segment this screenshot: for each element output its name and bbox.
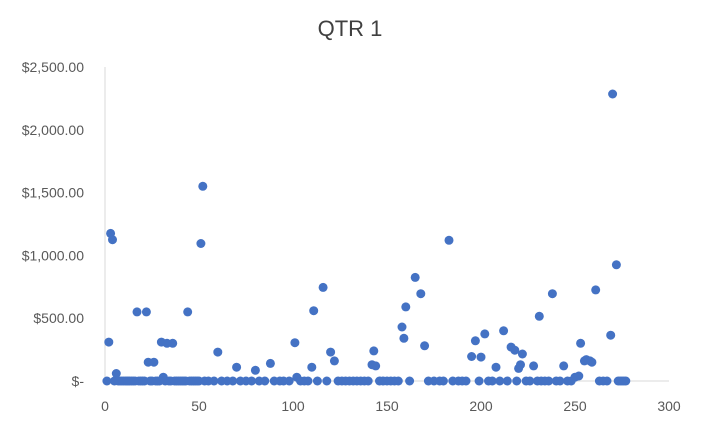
data-point xyxy=(502,376,512,386)
data-point xyxy=(213,347,223,357)
data-point xyxy=(547,289,557,299)
x-tick-label: 0 xyxy=(101,398,109,414)
data-point xyxy=(591,285,601,295)
data-point xyxy=(602,376,612,386)
data-point xyxy=(499,326,509,336)
data-point xyxy=(470,336,480,346)
x-axis-tick-labels: 0 50 100 150 200 250 300 xyxy=(101,398,681,414)
data-point xyxy=(587,357,597,367)
data-point xyxy=(329,356,339,366)
data-point xyxy=(555,376,565,386)
data-point xyxy=(517,349,527,359)
x-tick-label: 150 xyxy=(375,398,399,414)
data-point xyxy=(574,371,584,381)
data-point xyxy=(250,365,260,375)
y-axis-tick-labels: $- $500.00 $1,000.00 $1,500.00 $2,000.00 $2,5… xyxy=(22,59,85,389)
data-point xyxy=(132,307,142,317)
data-point xyxy=(312,376,322,386)
data-point xyxy=(371,361,381,371)
data-point xyxy=(534,311,544,321)
data-point xyxy=(183,307,193,317)
data-point xyxy=(559,361,569,371)
data-point xyxy=(363,376,373,386)
data-point xyxy=(544,376,554,386)
data-point xyxy=(399,333,409,343)
data-point xyxy=(318,282,328,292)
data-point xyxy=(608,89,618,99)
y-tick-label: $500.00 xyxy=(33,310,84,326)
y-tick-label: $1,000.00 xyxy=(22,247,84,263)
data-point xyxy=(576,338,586,348)
data-point xyxy=(326,347,336,357)
data-point xyxy=(416,289,426,299)
data-point xyxy=(516,360,525,370)
data-point xyxy=(397,322,407,332)
data-point xyxy=(303,376,313,386)
data-point xyxy=(111,369,121,378)
y-tick-label: $- xyxy=(72,373,85,389)
data-point xyxy=(606,330,616,340)
chart-title: QTR 1 xyxy=(318,16,383,41)
data-point xyxy=(393,376,403,386)
data-point xyxy=(209,376,219,386)
data-point xyxy=(232,362,242,372)
data-point xyxy=(149,357,159,367)
data-point xyxy=(401,302,411,312)
data-point xyxy=(141,307,151,317)
data-point xyxy=(410,272,420,282)
data-point xyxy=(512,376,522,386)
data-point xyxy=(322,376,332,386)
data-point xyxy=(290,338,300,348)
data-point xyxy=(309,306,319,316)
data-point xyxy=(102,376,112,386)
data-point xyxy=(247,376,257,386)
data-point xyxy=(198,181,208,191)
data-point xyxy=(474,376,484,386)
data-point xyxy=(438,376,448,386)
data-point xyxy=(480,329,490,339)
x-tick-label: 200 xyxy=(469,398,493,414)
data-point xyxy=(284,376,294,386)
data-point xyxy=(260,376,270,386)
data-point xyxy=(307,362,317,372)
y-tick-label: $2,500.00 xyxy=(22,59,84,75)
data-point xyxy=(444,235,454,245)
x-tick-label: 100 xyxy=(281,398,305,414)
data-point xyxy=(265,358,275,368)
x-tick-label: 50 xyxy=(191,398,207,414)
data-point xyxy=(495,376,505,386)
y-tick-label: $1,500.00 xyxy=(22,185,84,201)
data-point xyxy=(510,345,520,355)
data-point xyxy=(525,376,535,386)
data-point xyxy=(611,260,621,270)
data-points xyxy=(102,89,631,386)
data-point xyxy=(420,341,430,351)
data-point xyxy=(621,376,631,386)
data-point xyxy=(369,346,379,356)
x-tick-label: 300 xyxy=(657,398,681,414)
data-point xyxy=(529,361,539,371)
data-point xyxy=(461,376,471,386)
data-point xyxy=(467,352,477,361)
data-point xyxy=(168,338,178,348)
data-point xyxy=(476,352,486,362)
data-point xyxy=(491,362,501,372)
data-point xyxy=(108,235,117,245)
data-point xyxy=(228,376,238,386)
data-point xyxy=(104,337,114,347)
data-point xyxy=(487,376,497,386)
y-tick-label: $2,000.00 xyxy=(22,122,84,138)
data-point xyxy=(196,239,206,248)
data-point xyxy=(405,376,415,386)
x-tick-label: 250 xyxy=(563,398,587,414)
